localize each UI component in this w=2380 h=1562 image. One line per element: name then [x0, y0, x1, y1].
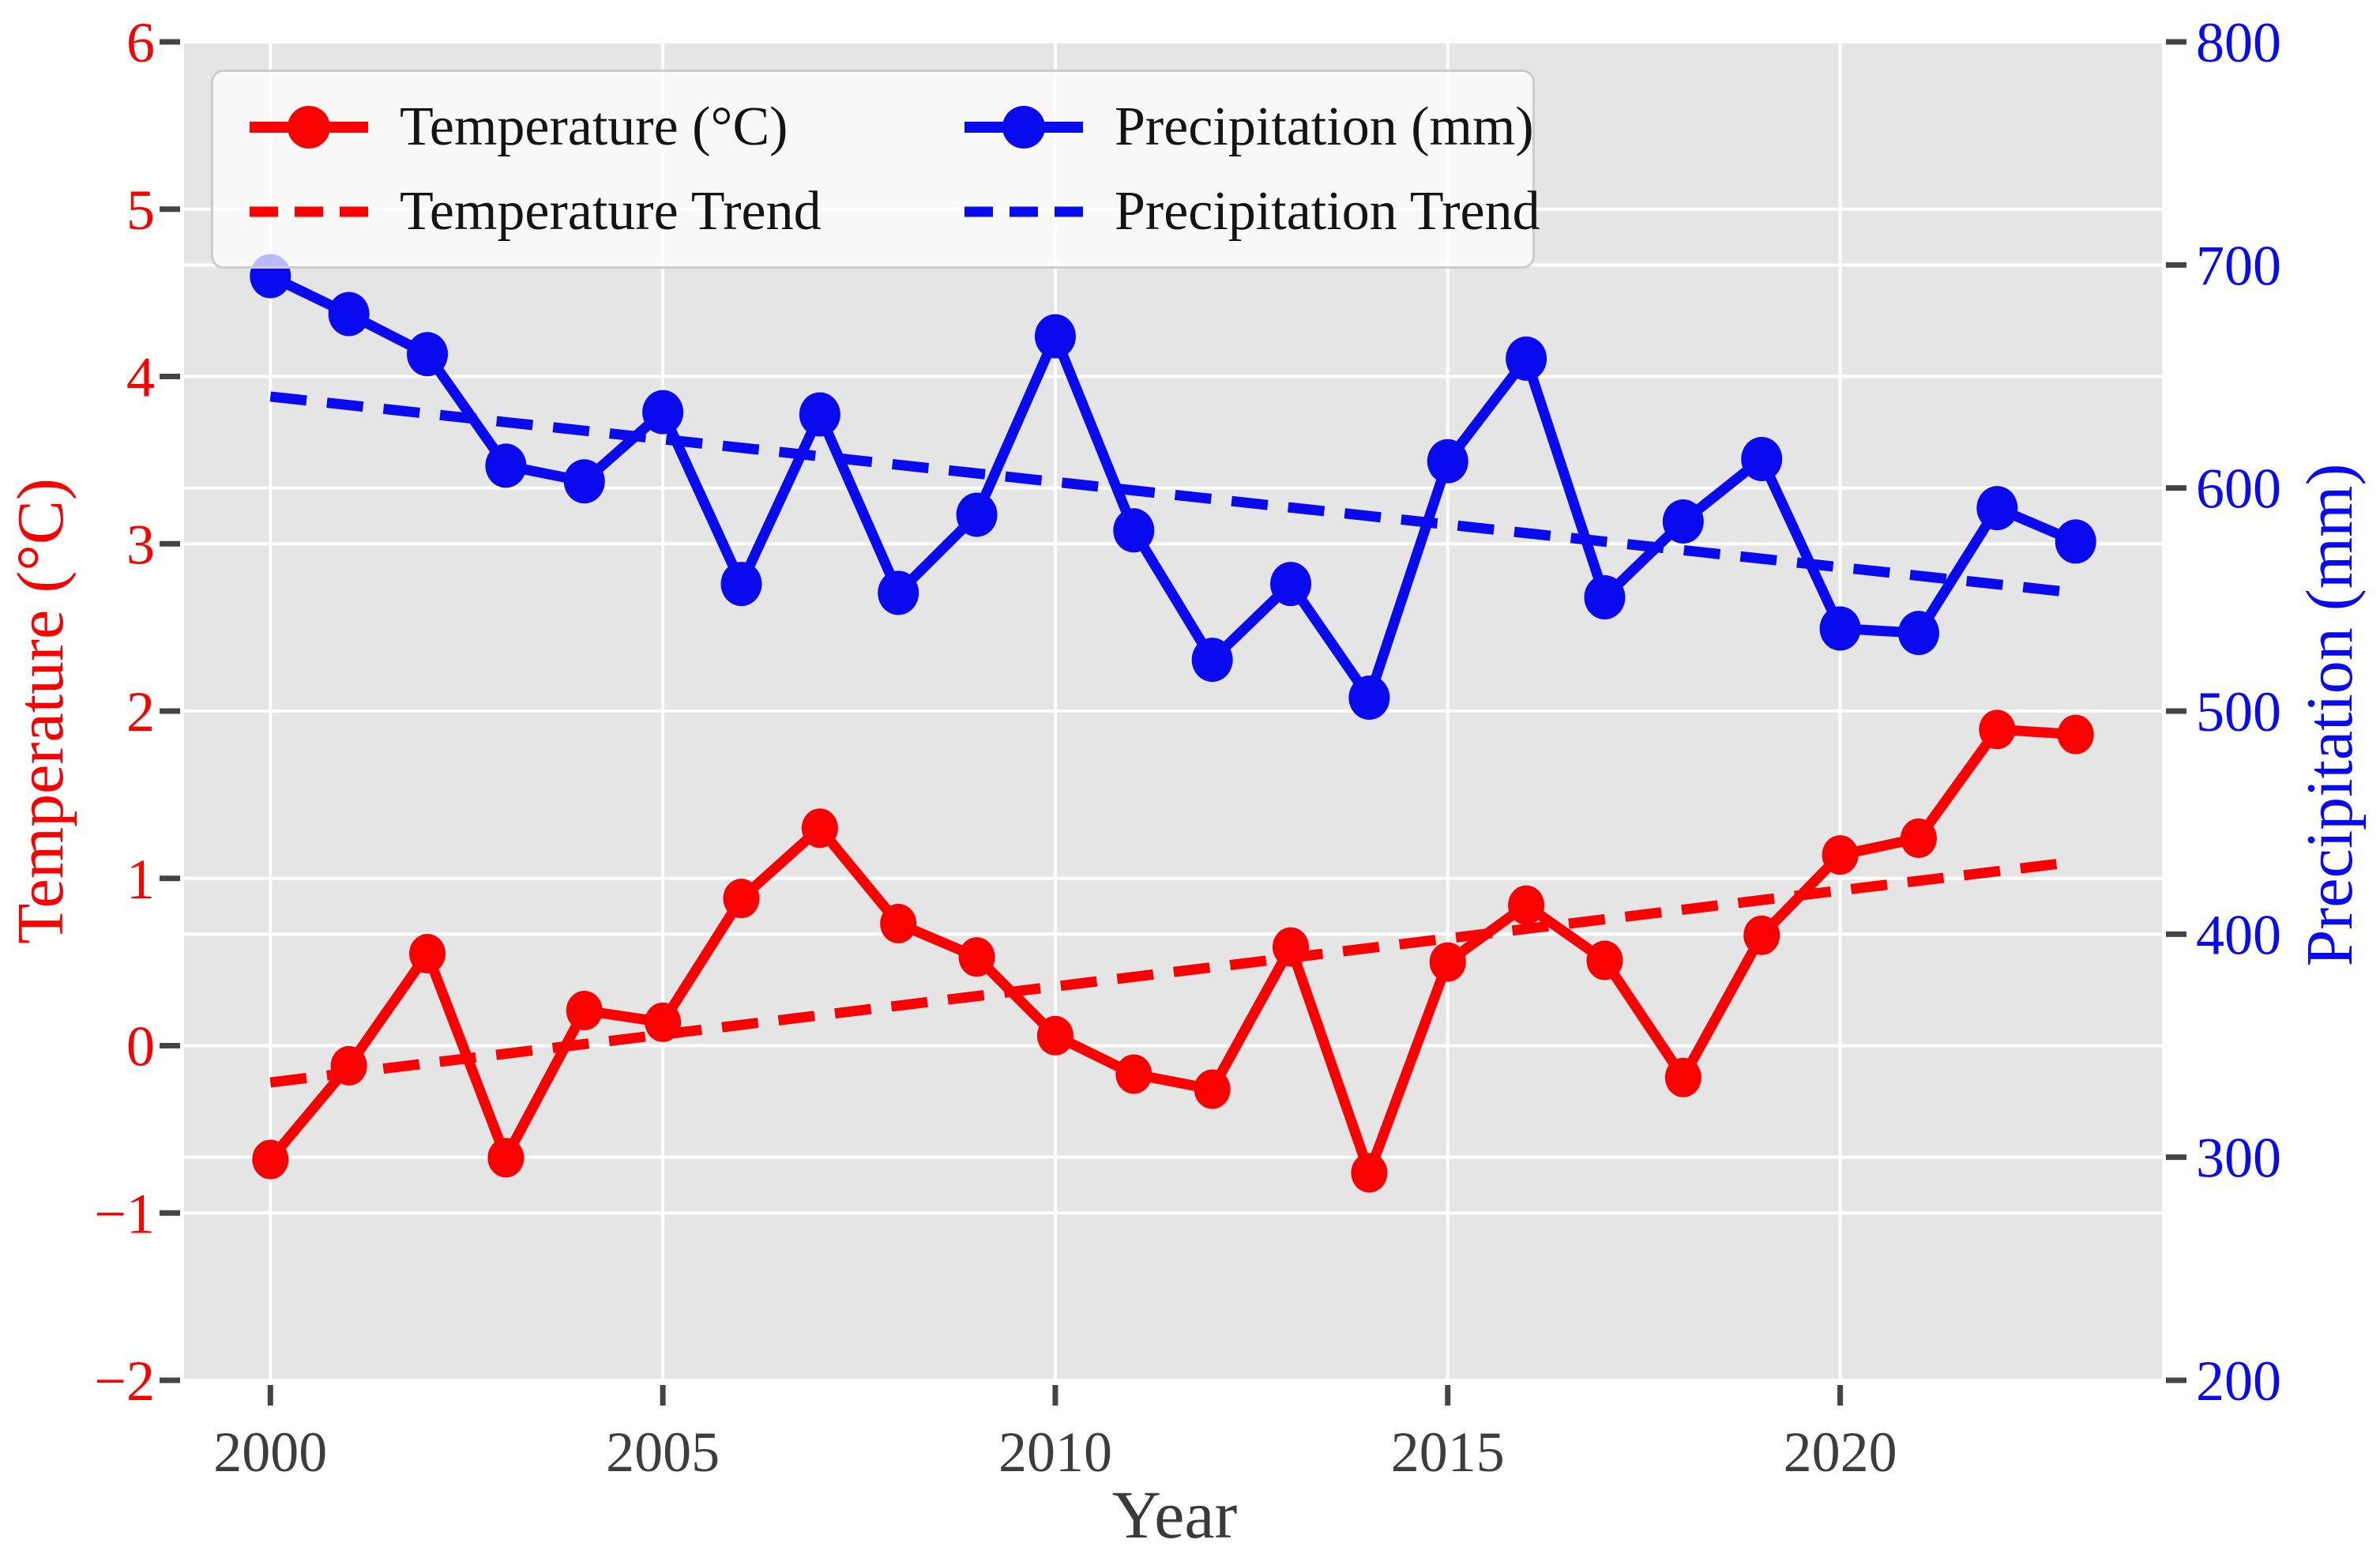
left-tick-label: 3 [126, 513, 155, 576]
temperature-marker [880, 903, 917, 943]
temperature-marker [1900, 818, 1937, 858]
precipitation-marker [956, 492, 998, 537]
dashed-line-icon [250, 186, 368, 237]
x-tick-label: 2020 [1784, 1421, 1897, 1484]
x-tick-label: 2010 [998, 1421, 1112, 1484]
precipitation-marker [1427, 438, 1468, 484]
legend: Temperature (°C) Temperature Trend Precipi… [211, 70, 1540, 269]
right-tick-label: 500 [2196, 680, 2281, 743]
dashed-line-icon [964, 186, 1083, 237]
legend-item: Temperature (°C) [250, 96, 964, 159]
right-tick-label: 200 [2196, 1349, 2281, 1413]
right-tick-label: 300 [2196, 1127, 2281, 1190]
legend-label: Temperature Trend [400, 180, 822, 242]
temperature-marker [1194, 1069, 1231, 1109]
temperature-marker [252, 1139, 289, 1180]
left-tick-label: −1 [94, 1182, 155, 1245]
temperature-marker [409, 934, 446, 974]
temperature-marker [487, 1138, 525, 1178]
precipitation-marker [1270, 562, 1312, 607]
temperature-marker [1273, 927, 1310, 967]
precipitation-marker [485, 443, 527, 488]
precipitation-marker [1897, 611, 1939, 656]
precipitation-marker [563, 459, 605, 504]
left-tick-label: 6 [126, 11, 155, 74]
precipitation-marker [1741, 436, 1783, 481]
temperature-marker [801, 808, 838, 849]
precipitation-marker [720, 562, 762, 607]
legend-label: Precipitation (mm) [1115, 96, 1534, 157]
right-tick-label: 700 [2196, 234, 2281, 297]
precipitation-marker [1034, 314, 1076, 359]
precipitation-marker [1584, 575, 1626, 620]
left-tick-label: 5 [126, 179, 155, 242]
precipitation-marker [878, 570, 919, 615]
temperature-marker [2057, 714, 2094, 755]
left-tick-label: 0 [126, 1015, 155, 1078]
legend-item: Temperature Trend [250, 180, 964, 243]
temperature-marker [1979, 709, 2016, 750]
line-with-marker-icon [250, 102, 368, 152]
temperature-marker [1508, 885, 1545, 925]
right-tick-label: 400 [2196, 903, 2281, 966]
temperature-marker [723, 879, 760, 919]
precipitation-marker [1348, 676, 1390, 721]
right-tick-label: 600 [2196, 457, 2281, 521]
temperature-marker [330, 1045, 367, 1086]
precipitation-marker [1662, 499, 1704, 544]
legend-item: Precipitation (mm) [964, 96, 1540, 159]
left-tick-label: 4 [126, 346, 155, 409]
legend-label: Temperature (°C) [400, 96, 788, 157]
left-tick-label: 2 [126, 680, 155, 743]
temperature-marker [645, 1002, 682, 1042]
right-axis-title: Precipitation (mm) [2293, 463, 2367, 967]
precipitation-marker [1976, 486, 2018, 531]
x-tick-label: 2000 [213, 1421, 327, 1484]
temperature-marker [566, 991, 603, 1031]
x-axis-title: Year [1111, 1477, 1238, 1553]
temperature-marker [1822, 835, 1859, 875]
temperature-marker [1351, 1153, 1388, 1193]
temperature-marker [1036, 1015, 1073, 1056]
temperature-marker [958, 937, 995, 977]
precipitation-marker [328, 292, 370, 337]
right-tick-label: 800 [2196, 11, 2281, 74]
precipitation-marker [2055, 519, 2096, 564]
line-with-marker-icon [964, 102, 1083, 152]
temperature-marker [1743, 915, 1780, 955]
temperature-marker [1586, 940, 1623, 980]
temperature-marker [1115, 1054, 1152, 1094]
precipitation-marker [642, 390, 684, 435]
precipitation-marker [1819, 606, 1861, 651]
legend-label: Precipitation Trend [1115, 180, 1540, 242]
temperature-marker [1664, 1057, 1701, 1097]
precipitation-marker [407, 332, 449, 377]
x-tick-label: 2005 [606, 1421, 720, 1484]
precipitation-marker [1506, 336, 1547, 381]
left-tick-label: −2 [94, 1349, 155, 1413]
precipitation-trend-line [269, 391, 2077, 598]
x-tick-label: 2015 [1391, 1421, 1505, 1484]
precipitation-marker [1113, 508, 1155, 553]
temperature-marker [1429, 942, 1466, 982]
precipitation-marker [1191, 638, 1233, 683]
left-tick-label: 1 [126, 848, 155, 911]
precipitation-marker [799, 392, 840, 437]
left-axis-title: Temperature (°C) [4, 478, 77, 944]
legend-item: Precipitation Trend [964, 180, 1540, 243]
